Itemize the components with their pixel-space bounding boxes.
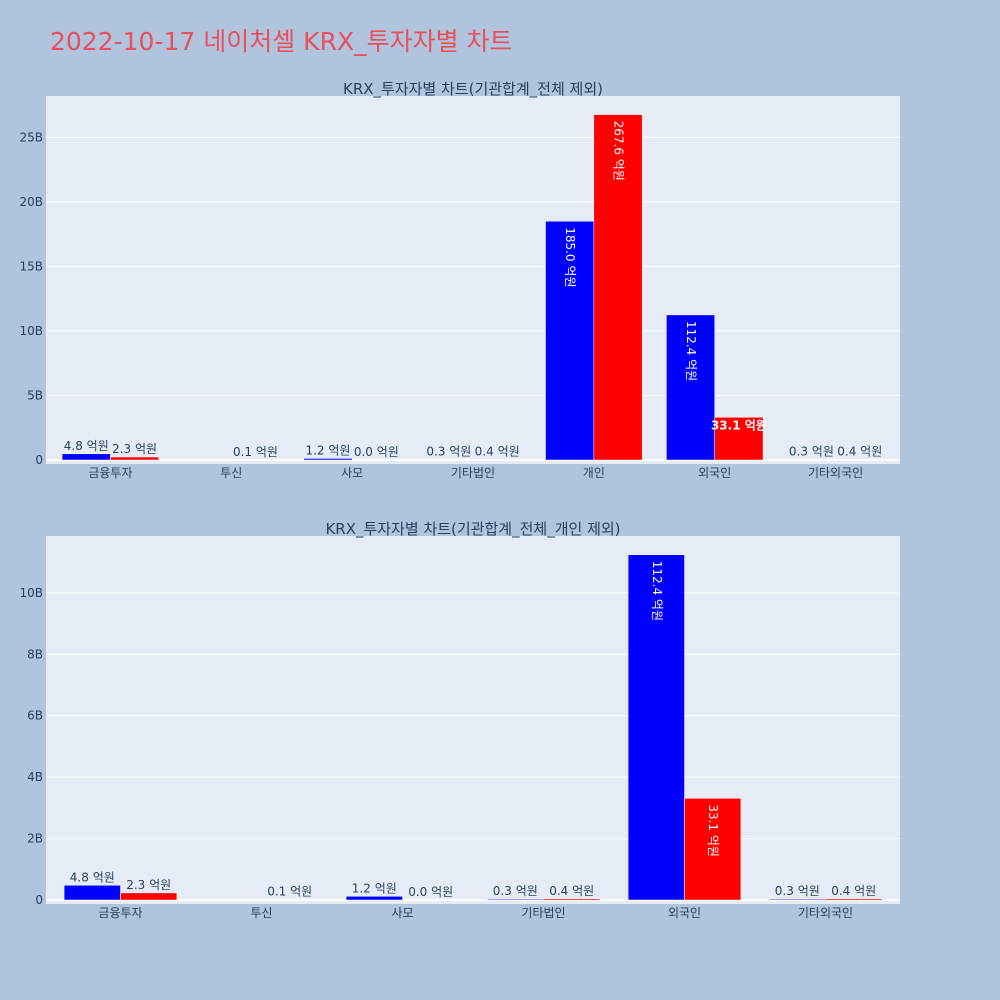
- bar: [714, 417, 764, 461]
- y-tick-label: 10B: [19, 324, 43, 338]
- data-label: 0.3 억원: [426, 445, 471, 459]
- bar: [835, 459, 885, 461]
- bar: [110, 456, 160, 461]
- bar: [345, 896, 403, 901]
- x-tick-label: 외국인: [698, 466, 731, 480]
- y-tick-label: 6B: [27, 709, 43, 723]
- data-label: 112.4 억원: [684, 321, 698, 381]
- chart-title: KRX_투자자별 차트(기관합계_전체 제외): [343, 80, 603, 99]
- x-tick-label: 기타법인: [451, 466, 495, 480]
- y-tick-label: 15B: [19, 259, 43, 273]
- data-label: 4.8 억원: [64, 439, 109, 453]
- data-label: 1.2 억원: [305, 443, 350, 457]
- data-label: 0.4 억원: [549, 884, 594, 898]
- data-label: 2.3 억원: [126, 878, 171, 892]
- data-label: 0.0 억원: [354, 445, 399, 459]
- x-tick-label: 개인: [583, 466, 605, 480]
- data-label: 33.1 억원: [711, 418, 767, 432]
- y-tick-label: 10B: [19, 586, 43, 600]
- bar: [684, 798, 742, 901]
- bar: [303, 458, 353, 461]
- bar: [768, 898, 826, 901]
- bar: [593, 114, 643, 461]
- data-label: 0.4 억원: [831, 884, 876, 898]
- data-label: 112.4 억원: [650, 561, 664, 621]
- x-tick-label: 기타법인: [521, 906, 565, 920]
- plot-area: [46, 536, 900, 904]
- bar: [627, 554, 685, 901]
- data-label: 0.3 억원: [789, 445, 834, 459]
- bar: [486, 898, 544, 901]
- bar: [61, 453, 111, 461]
- x-tick-label: 기타외국인: [798, 906, 853, 920]
- x-tick-label: 사모: [391, 906, 413, 920]
- x-tick-label: 금융투자: [88, 466, 132, 480]
- y-tick-label: 25B: [19, 130, 43, 144]
- y-tick-label: 0: [35, 453, 43, 467]
- plot-area: [46, 96, 900, 464]
- data-label: 0.3 억원: [493, 884, 538, 898]
- y-tick-label: 5B: [27, 388, 43, 402]
- x-tick-label: 투신: [220, 466, 242, 480]
- bar: [63, 885, 121, 901]
- bar: [825, 898, 883, 901]
- data-label: 267.6 억원: [612, 121, 626, 181]
- y-tick-label: 20B: [19, 195, 43, 209]
- data-label: 0.1 억원: [267, 885, 312, 899]
- bar: [472, 459, 522, 461]
- page-title: 2022-10-17 네이처셀 KRX_투자자별 차트: [50, 27, 513, 56]
- chart-1: KRX_투자자별 차트(기관합계_전체 제외) 0 5B 10B 15B 20B 25B 금융…: [19, 80, 900, 480]
- chart-title: KRX_투자자별 차트(기관합계_전체_개인 제외): [325, 520, 620, 539]
- data-label: 2.3 억원: [112, 442, 157, 456]
- data-label: 0.1 억원: [233, 445, 278, 459]
- data-label: 0.0 억원: [408, 885, 453, 899]
- bar: [543, 898, 601, 901]
- y-tick-label: 4B: [27, 770, 43, 784]
- y-tick-label: 8B: [27, 647, 43, 661]
- data-label: 0.4 억원: [837, 444, 882, 458]
- data-label: 1.2 억원: [352, 881, 397, 895]
- data-label: 33.1 억원: [706, 804, 720, 857]
- data-label: 4.8 억원: [70, 870, 115, 884]
- x-tick-label: 기타외국인: [808, 466, 863, 480]
- bar: [120, 892, 178, 901]
- data-label: 0.4 억원: [475, 444, 520, 458]
- data-label: 0.3 억원: [775, 884, 820, 898]
- bar: [666, 314, 715, 461]
- chart-2: KRX_투자자별 차트(기관합계_전체_개인 제외) 0 2B 4B 6B 8B 10B 금융…: [19, 520, 900, 920]
- y-tick-label: 0: [35, 893, 43, 907]
- x-tick-label: 사모: [341, 466, 363, 480]
- x-tick-label: 금융투자: [98, 906, 142, 920]
- x-tick-label: 투신: [250, 906, 272, 920]
- x-tick-label: 외국인: [668, 906, 701, 920]
- data-label: 185.0 억원: [563, 227, 577, 287]
- y-tick-label: 2B: [27, 832, 43, 846]
